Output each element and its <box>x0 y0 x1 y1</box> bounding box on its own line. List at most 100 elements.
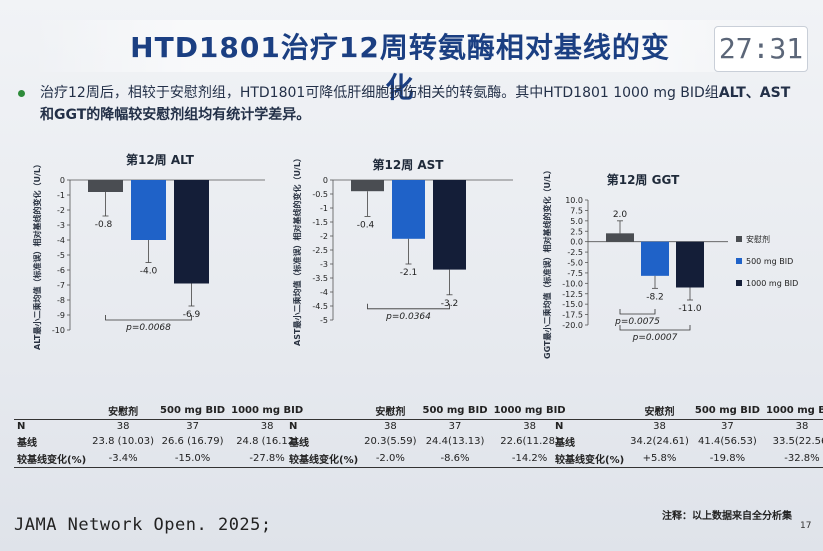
y-tick-label: 5.0 <box>570 217 583 226</box>
table-cell: -8.6% <box>419 450 491 468</box>
table-cell: -14.2% <box>490 450 569 468</box>
y-tick-label: 0 <box>60 176 65 185</box>
table-cell: 20.3(5.59) <box>364 436 417 447</box>
ast-chart: 第12周 AST AST最小二乘均值（标准误）相对基线的变化（U/L） 0 -0.5 -… <box>288 154 533 375</box>
row-label: N <box>552 419 628 433</box>
chart-svg: 第12周 GGT GGT最小二乘均值（标准误）相对基线的变化（U/L） 10.07.… <box>542 166 798 359</box>
table-header-cell: 1000 mg BID <box>490 402 569 420</box>
data-label: -0.8 <box>95 220 113 230</box>
p-value-bracket <box>105 315 192 321</box>
table-header-cell: 安慰剂 <box>89 402 158 420</box>
data-source-note: 注释：以上数据来自全分析集 <box>662 511 792 522</box>
y-tick-label: -2.5 <box>567 248 583 257</box>
data-label: -3.2 <box>441 299 459 309</box>
table-cell: 38 <box>89 419 158 433</box>
row-label: N <box>14 419 90 433</box>
table-header-cell <box>14 402 90 420</box>
table-cell: 22.6(11.28) <box>500 436 559 447</box>
bullet-dot-icon <box>18 90 25 97</box>
y-tick-label: -10.0 <box>562 279 583 288</box>
table-header-cell: 1000 mg BID <box>762 402 823 420</box>
bar-1000mg <box>676 241 704 288</box>
legend-swatch <box>736 280 742 286</box>
chart-title: 第12周 ALT <box>126 152 195 167</box>
ggt-chart: 第12周 GGT GGT最小二乘均值（标准误）相对基线的变化（U/L） 10.0 7.… <box>538 166 808 370</box>
table-cell: -2.0% <box>361 450 420 468</box>
y-tick-label: -1 <box>320 204 328 213</box>
citation: JAMA Network Open. 2025; <box>14 515 272 535</box>
page-number: 17 <box>800 521 812 531</box>
y-tick-label: 7.5 <box>570 206 583 215</box>
y-tick-label: -3 <box>320 260 328 269</box>
p-value-bracket <box>367 303 450 310</box>
table-cell: 33.5(22.56) <box>772 436 823 447</box>
row-label: 较基线变化(%) <box>552 450 628 468</box>
y-tick-label: -2 <box>57 206 65 215</box>
table-cell: 38 <box>490 419 569 433</box>
bar-500mg <box>641 241 669 276</box>
y-tick-label: -4 <box>320 288 328 297</box>
table-row: 较基线变化(%) +5.8% -19.8% -32.8% <box>552 450 823 468</box>
y-tick-label: -7.5 <box>567 269 583 278</box>
bar-1000mg <box>174 180 209 284</box>
chart-svg: 第12周 AST AST最小二乘均值（标准误）相对基线的变化（U/L） 0 -0.5 -… <box>292 154 513 346</box>
y-tick-label: -3.5 <box>312 274 328 283</box>
table-cell: -19.8% <box>691 450 763 468</box>
y-tick-label: 2.5 <box>570 227 583 236</box>
y-tick-label: -17.5 <box>562 311 583 320</box>
table-cell: 38 <box>627 419 692 433</box>
table-cell: 38 <box>361 419 420 433</box>
bar-placebo <box>88 180 123 192</box>
y-axis-label: GGT最小二乘均值（标准误）相对基线的变化（U/L） <box>542 166 552 359</box>
y-tick-label: -5.0 <box>567 259 583 268</box>
p-value-label: p=0.0364 <box>385 312 431 322</box>
y-tick-label: 0 <box>323 176 328 185</box>
y-tick-label: -2.5 <box>312 246 328 255</box>
chart-title: 第12周 AST <box>373 157 445 172</box>
y-tick-label: 10.0 <box>565 196 583 205</box>
p-value-bracket <box>619 325 691 331</box>
alt-table: 安慰剂 500 mg BID 1000 mg BID N 38 37 38 基线 23.8 (1… <box>14 402 307 468</box>
y-tick-label: -4 <box>57 236 65 245</box>
p-value-label: p=0.0075 <box>614 317 660 327</box>
table-cell: 34.2(24.61) <box>630 436 689 447</box>
y-tick-label: -0.5 <box>312 190 328 199</box>
countdown-timer: 27:31 <box>714 26 808 72</box>
bar-1000mg <box>433 180 466 270</box>
y-tick-label: -8 <box>57 296 65 305</box>
slide-title: HTD1801治疗12周转氨酶相对基线的变化 <box>130 31 670 104</box>
table-cell: +5.8% <box>627 450 692 468</box>
table-header-cell: 500 mg BID <box>691 402 763 420</box>
data-label: -4.0 <box>140 267 158 277</box>
row-label: 基线 <box>289 438 309 449</box>
alt-chart: 第12周 ALT ALT最小二乘均值（标准误）相对基线的变化（U/L） 0 -1 -2 -… <box>30 150 280 355</box>
table-row: 较基线变化(%) -3.4% -15.0% -27.8% <box>14 450 307 468</box>
bar-500mg <box>392 180 425 239</box>
summary-text: 治疗12周后，相较于安慰剂组，HTD1801可降低肝细胞损伤相关的转氨酶。其中H… <box>40 85 719 101</box>
y-tick-label: -5 <box>57 251 65 260</box>
table-header-cell <box>286 402 362 420</box>
summary-bold-text: ALT、AST和GGT的降幅较安慰剂组均有统计学差异。 <box>40 85 791 123</box>
bar-placebo <box>351 180 384 192</box>
table-row: 基线 20.3(5.59) 24.4(13.13) 22.6(11.28) <box>286 433 569 450</box>
table-cell: 26.6 (16.79) <box>161 436 224 447</box>
data-label: 2.0 <box>613 210 628 220</box>
table-cell: 38 <box>762 419 823 433</box>
table-header-cell: 500 mg BID <box>419 402 491 420</box>
row-label: 较基线变化(%) <box>286 450 362 468</box>
ast-table: 安慰剂 500 mg BID 1000 mg BID N 38 37 38 基线 20.3(5.… <box>286 402 569 468</box>
legend-swatch <box>736 236 742 242</box>
y-axis-label: ALT最小二乘均值（标准误）相对基线的变化（U/L） <box>32 160 42 350</box>
y-tick-label: -2 <box>320 232 328 241</box>
table-header-cell <box>552 402 628 420</box>
table-cell: -32.8% <box>762 450 823 468</box>
table-cell: 37 <box>691 419 763 433</box>
table-cell: 37 <box>157 419 229 433</box>
summary-bullet: 治疗12周后，相较于安慰剂组，HTD1801可降低肝细胞损伤相关的转氨酶。其中H… <box>40 82 800 126</box>
data-label: -0.4 <box>357 220 375 230</box>
y-tick-label: -10 <box>52 326 65 335</box>
legend-label: 1000 mg BID <box>746 279 798 288</box>
